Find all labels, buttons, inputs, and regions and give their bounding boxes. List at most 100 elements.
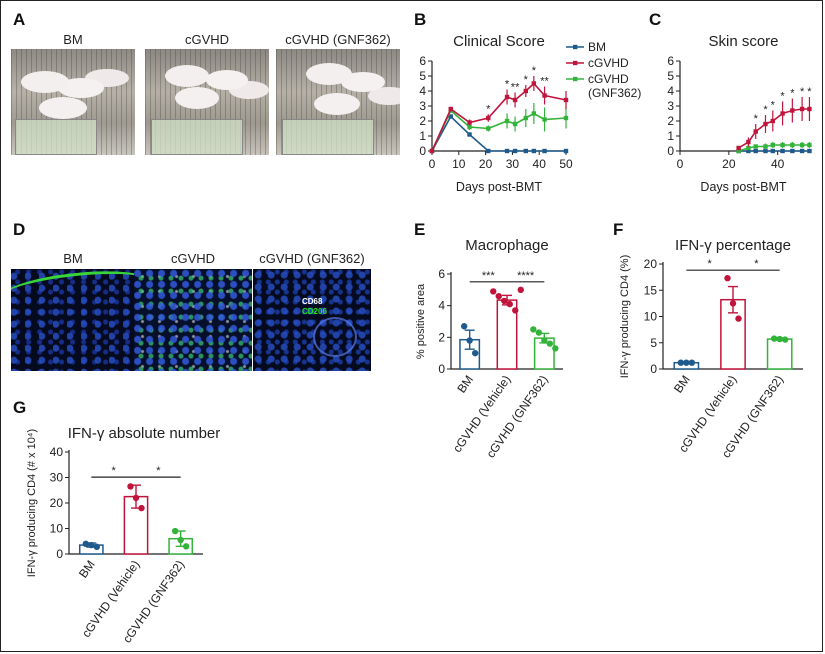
data-point (531, 148, 537, 154)
data-point (724, 274, 731, 282)
significance-mark: ** (511, 82, 520, 94)
data-point (541, 337, 548, 344)
significance-label: *** (482, 270, 496, 282)
chart-f: IFN-γ percentage 0 5 10 15 20 IFN-γ producing … (619, 237, 803, 460)
data-point (460, 323, 468, 330)
data-point (763, 121, 768, 127)
x-tick-label: 20 (722, 157, 736, 171)
data-point (486, 148, 491, 154)
y-tick-label: 3 (667, 99, 674, 113)
significance-mark: * (486, 103, 491, 115)
x-tick-label: 30 (506, 157, 520, 171)
x-tick-label: 0 (677, 157, 684, 171)
significance-label: **** (517, 270, 535, 282)
data-point (506, 300, 513, 308)
caption-d-bm: BM (63, 251, 83, 266)
data-point (807, 142, 812, 148)
data-point (781, 336, 789, 343)
data-point (770, 335, 778, 342)
series-line-1 (431, 82, 567, 152)
data-point (467, 132, 472, 137)
x-tick-label: 40 (533, 157, 547, 171)
y-tick-label: 0 (419, 144, 426, 158)
data-point (688, 359, 696, 366)
y-tick-label: 5 (667, 69, 674, 83)
y-tick-label: 5 (419, 69, 426, 83)
data-point (88, 541, 95, 549)
y-tick-label: 4 (438, 299, 445, 313)
y-axis-label: IFN-γ producing CD4 (# x 10⁴) (26, 429, 38, 577)
significance-mark: * (807, 86, 812, 98)
y-tick-label: 1 (419, 129, 426, 143)
caption-d-gnf362: cGVHD (GNF362) (259, 251, 364, 266)
stain-label-cd206: CD206 (302, 307, 327, 316)
significance-mark: ** (540, 76, 549, 88)
data-point (467, 124, 472, 130)
data-point (770, 148, 776, 154)
y-tick-label: 2 (667, 114, 674, 128)
chart-g: IFN-γ absolute number 0 10 20 30 40 IFN-γ prod… (26, 425, 220, 645)
data-point (770, 118, 776, 124)
x-tick-label: 20 (479, 157, 493, 171)
data-point (753, 144, 758, 149)
data-point (799, 148, 805, 154)
y-tick-label: 6 (438, 267, 445, 281)
y-tick-label: 20 (644, 257, 658, 271)
x-axis-label: Days post-BMT (456, 180, 542, 194)
significance-mark: * (754, 113, 759, 125)
panel-label-e: E (414, 220, 425, 239)
panel-label-a: A (13, 10, 25, 29)
data-point (729, 300, 737, 307)
data-point (466, 337, 473, 344)
y-tick-label: 4 (419, 84, 426, 98)
chart-title: Clinical Score (453, 33, 545, 50)
data-point (563, 148, 569, 154)
data-point (512, 307, 519, 314)
panel-label-g: G (13, 398, 26, 417)
cage-photo-gnf362 (276, 49, 400, 155)
data-point (182, 543, 190, 550)
significance-mark: * (532, 65, 537, 77)
significance-mark: * (524, 74, 529, 86)
data-point (535, 329, 543, 336)
legend-marker (573, 76, 578, 82)
data-point (799, 142, 805, 148)
data-point (776, 335, 783, 343)
caption-d-cgvhd: cGVHD (171, 251, 215, 266)
panel-label-c: C (649, 10, 661, 29)
data-point (171, 527, 179, 535)
significance-mark: * (790, 88, 795, 100)
chart-title: IFN-γ percentage (675, 237, 791, 254)
significance-mark: * (771, 100, 776, 112)
data-point (799, 106, 805, 112)
significance-label: * (112, 465, 117, 477)
y-tick-label: 6 (667, 54, 674, 68)
data-point (552, 345, 559, 352)
data-point (683, 359, 690, 366)
data-point (735, 315, 742, 322)
axis-lines (679, 61, 807, 152)
y-tick-label: 30 (50, 471, 64, 485)
legend-label: cGVHD (588, 56, 629, 70)
x-tick-label: 40 (771, 157, 785, 171)
y-tick-label: 3 (419, 99, 426, 113)
y-tick-label: 40 (50, 445, 64, 459)
data-point (467, 120, 472, 125)
significance-label: * (754, 258, 759, 270)
y-tick-label: 0 (667, 144, 674, 158)
data-point (531, 111, 537, 116)
data-point (770, 142, 776, 148)
data-point (138, 504, 145, 512)
data-point (790, 142, 795, 148)
legend-label: (GNF362) (588, 86, 641, 100)
data-point (763, 144, 768, 149)
caption-a-bm: BM (63, 32, 83, 47)
micrograph-cgvhd (134, 269, 252, 371)
x-tick-label: 50 (559, 157, 573, 171)
